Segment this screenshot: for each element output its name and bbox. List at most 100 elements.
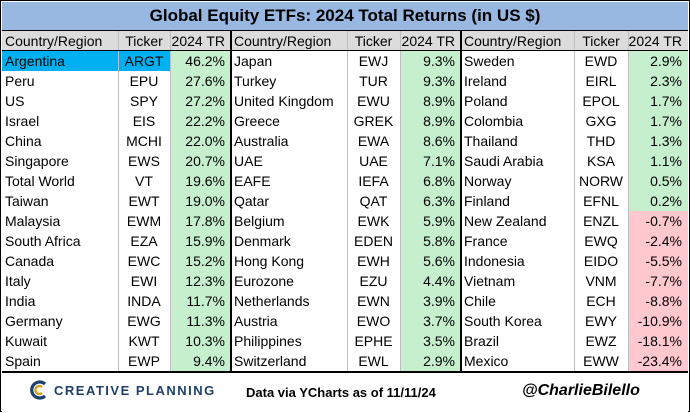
row-country: Switzerland xyxy=(234,353,307,369)
table-row: Peru EPU 27.6% xyxy=(2,71,231,91)
row-country: EAFE xyxy=(234,173,271,189)
row-country: Australia xyxy=(234,133,289,149)
table-row: US SPY 27.2% xyxy=(2,91,231,111)
table-row: Belgium EWK 5.9% xyxy=(231,211,461,231)
row-country: Taiwan xyxy=(5,193,49,209)
table-row: Vietnam VNM -7.7% xyxy=(461,271,688,291)
row-ticker: EWQ xyxy=(584,233,618,249)
row-country: India xyxy=(5,293,36,309)
row-country: Malaysia xyxy=(5,213,61,229)
row-ticker: ECH xyxy=(586,293,616,309)
row-country: Norway xyxy=(464,173,512,189)
table-row: Australia EWA 8.6% xyxy=(231,131,461,151)
row-ticker: EZA xyxy=(130,233,158,249)
row-total-return: 15.2% xyxy=(170,251,231,271)
table-row: Saudi Arabia KSA 1.1% xyxy=(461,151,688,171)
table-row: EAFE IEFA 6.8% xyxy=(231,171,461,191)
row-ticker: GXG xyxy=(585,113,617,129)
table-row: Finland EFNL 0.2% xyxy=(461,191,688,211)
row-country: UAE xyxy=(234,153,263,169)
row-total-return: 11.3% xyxy=(170,311,231,331)
table-row: Qatar QAT 6.3% xyxy=(231,191,461,211)
row-country: Austria xyxy=(234,313,278,329)
row-ticker: EIRL xyxy=(585,73,617,89)
table-row: UAE UAE 7.1% xyxy=(231,151,461,171)
row-ticker: TUR xyxy=(359,73,388,89)
author-handle: @CharlieBilello xyxy=(522,382,640,399)
row-ticker: KWT xyxy=(128,333,160,349)
row-total-return: 2.3% xyxy=(628,71,688,91)
header-country: Country/Region xyxy=(234,33,332,49)
row-total-return: 10.3% xyxy=(170,331,231,351)
row-country: China xyxy=(5,133,42,149)
row-total-return: 27.6% xyxy=(170,71,231,91)
table-row: Denmark EDEN 5.8% xyxy=(231,231,461,251)
row-ticker: UAE xyxy=(359,153,388,169)
row-country: Sweden xyxy=(464,53,515,69)
table-row: Netherlands EWN 3.9% xyxy=(231,291,461,311)
table-row: Kuwait KWT 10.3% xyxy=(2,331,231,351)
row-total-return: 46.2% xyxy=(170,51,231,71)
row-country: Turkey xyxy=(234,73,277,89)
table-column-group: Country/Region Ticker 2024 TR Argentina ARGT… xyxy=(2,31,231,371)
row-country: Philippines xyxy=(234,333,302,349)
row-country: Mexico xyxy=(464,353,509,369)
row-country: Greece xyxy=(234,113,280,129)
table-row: Brazil EWZ -18.1% xyxy=(461,331,688,351)
row-country: Kuwait xyxy=(5,333,48,349)
row-total-return: -10.9% xyxy=(628,311,688,331)
header-ticker: Ticker xyxy=(582,33,620,49)
table-header-row: Country/Region Ticker 2024 TR xyxy=(231,31,461,51)
column-divider xyxy=(574,31,575,371)
table-row: Japan EWJ 9.3% xyxy=(231,51,461,71)
row-ticker: EWS xyxy=(128,153,160,169)
row-ticker: EWW xyxy=(583,353,619,369)
row-country: Ireland xyxy=(464,73,507,89)
row-country: Poland xyxy=(464,93,508,109)
row-ticker: INDA xyxy=(127,293,161,309)
row-ticker: EWY xyxy=(585,313,617,329)
row-ticker: EPU xyxy=(129,73,159,89)
row-ticker: EWP xyxy=(128,353,160,369)
table-row: Norway NORW 0.5% xyxy=(461,171,688,191)
row-total-return: 17.8% xyxy=(170,211,231,231)
chart-title: Global Equity ETFs: 2024 Total Returns (… xyxy=(2,2,688,32)
row-ticker: EFNL xyxy=(583,193,619,209)
row-total-return: 0.5% xyxy=(628,171,688,191)
row-ticker: EIS xyxy=(132,113,156,129)
row-total-return: 9.4% xyxy=(170,351,231,371)
row-ticker: EWO xyxy=(356,313,391,329)
table-row: Malaysia EWM 17.8% xyxy=(2,211,231,231)
header-ticker: Ticker xyxy=(354,33,393,49)
row-country: Spain xyxy=(5,353,41,369)
row-total-return: 9.3% xyxy=(400,51,461,71)
row-country: Hong Kong xyxy=(234,253,305,269)
row-total-return: 6.8% xyxy=(400,171,461,191)
column-divider xyxy=(118,31,119,371)
row-ticker: EWN xyxy=(357,293,390,309)
row-ticker: EPHE xyxy=(354,333,393,349)
row-total-return: 5.9% xyxy=(400,211,461,231)
table-row: Indonesia EIDO -5.5% xyxy=(461,251,688,271)
row-country: Canada xyxy=(5,253,55,269)
header-total-return: 2024 TR xyxy=(401,33,455,49)
table-row: Sweden EWD 2.9% xyxy=(461,51,688,71)
row-ticker: EPOL xyxy=(582,93,620,109)
column-divider xyxy=(347,31,348,371)
row-total-return: 5.8% xyxy=(400,231,461,251)
row-country: Qatar xyxy=(234,193,270,209)
row-total-return: 11.7% xyxy=(170,291,231,311)
row-ticker: MCHI xyxy=(126,133,162,149)
table-row: Colombia GXG 1.7% xyxy=(461,111,688,131)
table-row: Chile ECH -8.8% xyxy=(461,291,688,311)
row-ticker: ENZL xyxy=(583,213,619,229)
table-row: Eurozone EZU 4.4% xyxy=(231,271,461,291)
row-total-return: 12.3% xyxy=(170,271,231,291)
row-total-return: 2.9% xyxy=(628,51,688,71)
table-row: United Kingdom EWU 8.9% xyxy=(231,91,461,111)
row-total-return: 9.3% xyxy=(400,71,461,91)
row-ticker: EWK xyxy=(357,213,390,229)
table-column-group: Country/Region Ticker 2024 TR Sweden EWD 2.9%… xyxy=(461,31,688,371)
row-country: New Zealand xyxy=(464,213,547,229)
table-row: Mexico EWW -23.4% xyxy=(461,351,688,371)
